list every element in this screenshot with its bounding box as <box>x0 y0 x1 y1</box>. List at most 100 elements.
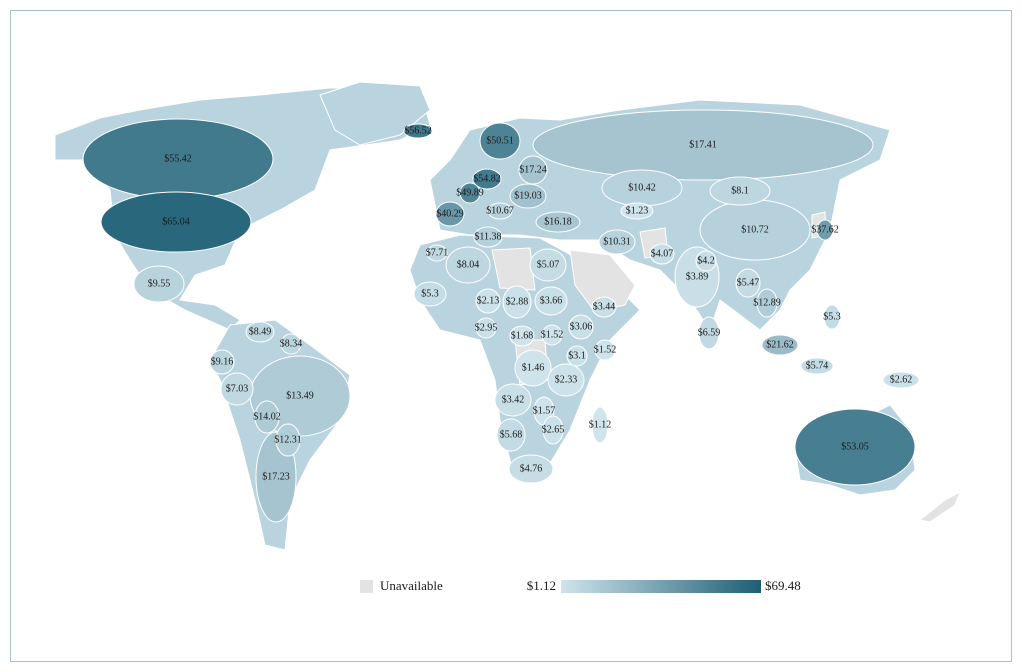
region <box>816 219 834 241</box>
value-label: $10.67 <box>486 205 514 216</box>
region <box>735 268 761 298</box>
value-label: $3.42 <box>502 394 525 405</box>
region <box>275 423 301 457</box>
value-label: $17.41 <box>689 139 717 150</box>
value-label: $1.46 <box>522 362 545 373</box>
value-label: $1.68 <box>511 330 534 341</box>
region <box>209 349 235 375</box>
region <box>620 202 654 220</box>
region <box>598 229 636 255</box>
region <box>509 183 547 209</box>
value-label: $11.38 <box>474 231 501 242</box>
region <box>472 168 502 190</box>
region <box>794 408 916 486</box>
region <box>475 317 497 339</box>
region <box>529 248 567 282</box>
value-label: $2.62 <box>890 374 913 385</box>
region <box>487 202 513 220</box>
value-label: $50.51 <box>486 135 514 146</box>
value-label: $5.3 <box>421 288 439 299</box>
region <box>532 109 874 181</box>
region <box>426 244 448 262</box>
region <box>541 324 563 346</box>
value-label: $4.07 <box>651 248 674 259</box>
value-label: $7.03 <box>226 383 249 394</box>
value-label: $4.76 <box>520 463 543 474</box>
value-label: $2.65 <box>542 424 565 435</box>
value-label: $8.1 <box>731 185 749 196</box>
region <box>254 400 280 434</box>
region <box>479 122 521 160</box>
value-label: $37.62 <box>811 224 839 235</box>
region <box>800 357 834 375</box>
value-label: $5.68 <box>500 429 523 440</box>
value-label: $1.23 <box>626 205 649 216</box>
frame <box>10 10 1012 662</box>
value-label: $9.55 <box>148 278 171 289</box>
value-label: $10.31 <box>603 236 631 247</box>
region <box>882 371 920 389</box>
region <box>709 176 771 206</box>
value-label: $2.13 <box>477 295 500 306</box>
region <box>518 155 548 185</box>
unavailable-swatch <box>360 580 373 593</box>
region <box>698 316 720 350</box>
region <box>756 288 778 318</box>
unavailable-region <box>918 490 961 523</box>
value-label: $10.72 <box>741 224 769 235</box>
value-label: $55.42 <box>164 153 192 164</box>
value-label: $9.16 <box>211 356 234 367</box>
region <box>133 265 185 303</box>
region <box>542 415 564 445</box>
region <box>473 226 503 248</box>
value-label: $53.05 <box>841 441 869 452</box>
value-label: $8.49 <box>249 326 272 337</box>
region <box>508 454 554 484</box>
value-label: $2.95 <box>475 322 498 333</box>
unavailable-region <box>491 247 536 291</box>
value-label: $1.12 <box>589 419 612 430</box>
value-label: $8.34 <box>280 338 303 349</box>
value-label: $17.23 <box>262 471 290 482</box>
region <box>594 339 616 361</box>
value-label: $6.59 <box>698 327 721 338</box>
legend-min-label: $1.12 <box>527 578 556 593</box>
value-label: $1.52 <box>594 344 617 355</box>
region <box>547 363 585 397</box>
region <box>514 349 552 387</box>
value-label: $4.2 <box>697 255 715 266</box>
region <box>435 201 465 227</box>
value-label: $3.89 <box>686 271 709 282</box>
value-label: $5.47 <box>737 277 760 288</box>
value-label: $7.71 <box>426 247 449 258</box>
value-label: $3.1 <box>568 350 586 361</box>
value-label: $1.52 <box>541 329 564 340</box>
value-label: $12.31 <box>274 434 302 445</box>
unavailable-label: Unavailable <box>380 578 443 593</box>
value-label: $16.18 <box>544 216 572 227</box>
value-label: $10.42 <box>628 182 656 193</box>
region <box>494 383 532 417</box>
region <box>591 406 609 444</box>
value-label: $1.57 <box>533 405 556 416</box>
unavailable-region <box>569 249 636 313</box>
greenland <box>319 81 431 146</box>
region <box>823 304 841 330</box>
value-label: $2.33 <box>555 374 578 385</box>
value-label: $5.07 <box>537 259 560 270</box>
region <box>280 333 302 355</box>
region <box>100 191 252 253</box>
value-label: $13.49 <box>286 390 314 401</box>
region <box>475 288 501 314</box>
value-label: $12.89 <box>753 297 781 308</box>
value-label: $8.04 <box>457 259 480 270</box>
region <box>496 418 526 452</box>
value-label: $5.3 <box>823 311 841 322</box>
region <box>649 243 675 265</box>
value-label: $17.24 <box>519 164 547 175</box>
legend-gradient <box>561 580 761 593</box>
legend-max-label: $69.48 <box>765 578 801 593</box>
regions <box>82 109 920 523</box>
region <box>695 250 717 272</box>
